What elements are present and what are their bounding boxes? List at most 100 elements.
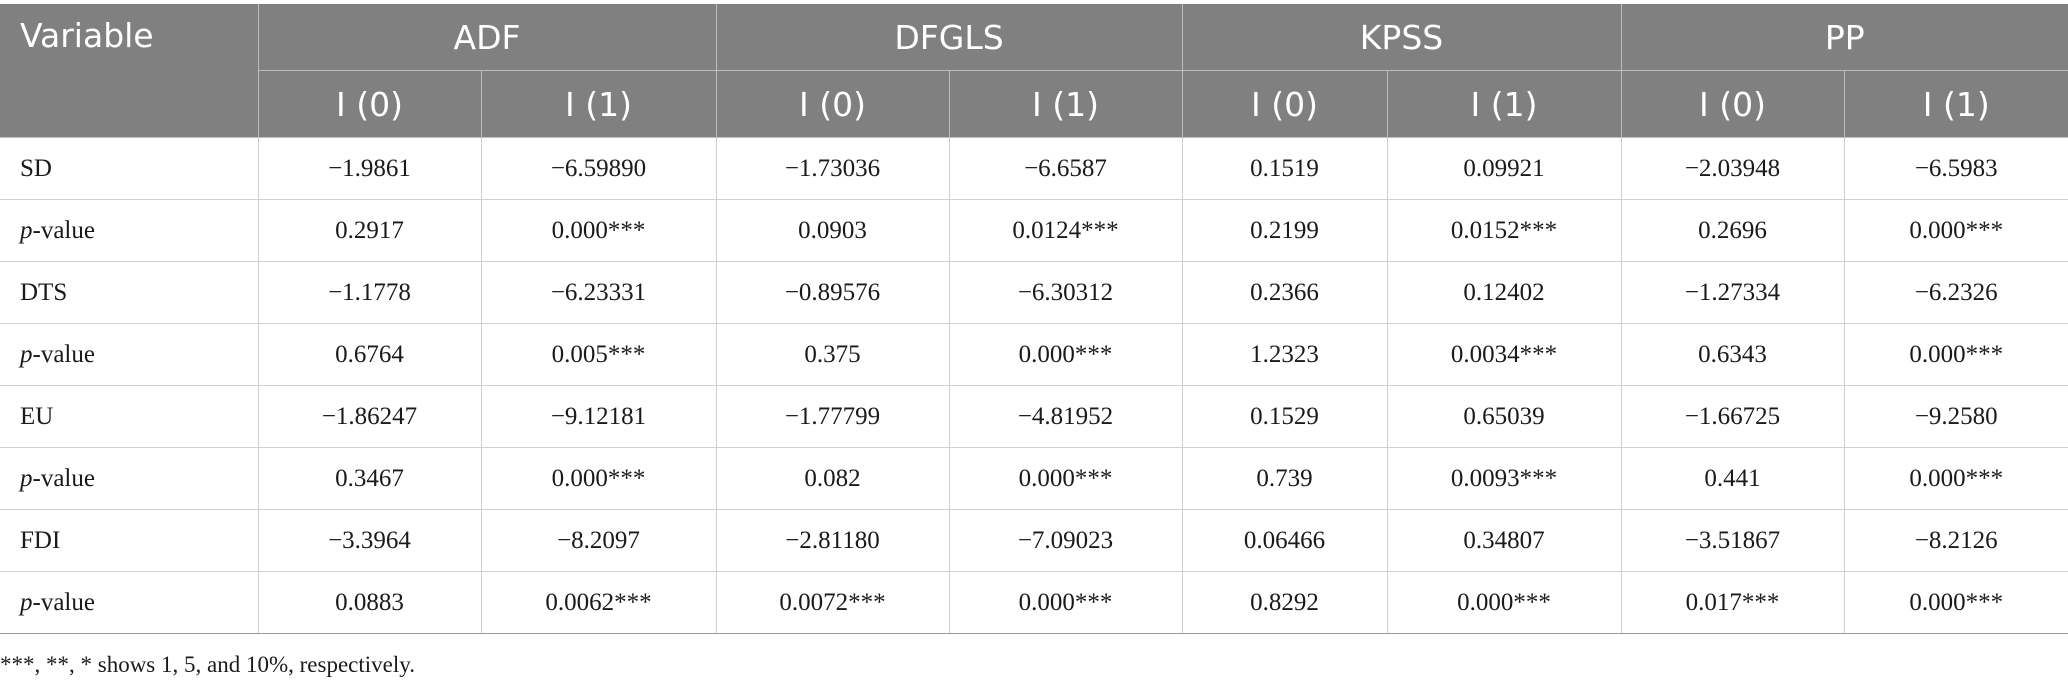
table-cell: −6.23331 <box>481 261 717 324</box>
table-cell: −8.2097 <box>481 509 717 572</box>
table-cell: −1.73036 <box>716 137 950 200</box>
table-cell: −3.3964 <box>258 509 482 572</box>
table-cell: 0.6764 <box>258 323 482 386</box>
sub-header-adf-i1: I (1) <box>481 70 717 138</box>
table-cell: −8.2126 <box>1844 509 2068 572</box>
table-cell: −2.03948 <box>1621 137 1845 200</box>
table-body: SD −1.9861 −6.59890 −1.73036 −6.6587 0.1… <box>0 137 2068 634</box>
table-cell: 0.2199 <box>1182 199 1388 262</box>
row-label: DTS <box>0 261 259 324</box>
table-cell: −1.27334 <box>1621 261 1845 324</box>
table-cell: 0.0883 <box>258 571 482 634</box>
table-cell: 0.005*** <box>481 323 717 386</box>
table-cell: −6.59890 <box>481 137 717 200</box>
sub-header-adf-i0: I (0) <box>258 70 482 138</box>
table-cell: 0.34807 <box>1387 509 1622 572</box>
table-cell: −2.81180 <box>716 509 950 572</box>
table-cell: −6.5983 <box>1844 137 2068 200</box>
table-cell: 0.0152*** <box>1387 199 1622 262</box>
table-cell: 0.12402 <box>1387 261 1622 324</box>
header-row-groups: Variable ADF DFGLS KPSS PP <box>0 4 2068 138</box>
table-cell: −1.66725 <box>1621 385 1845 448</box>
row-label: p-value <box>0 447 259 510</box>
table-cell: −3.51867 <box>1621 509 1845 572</box>
table-cell: 0.0034*** <box>1387 323 1622 386</box>
table-cell: −9.12181 <box>481 385 717 448</box>
table-footnote: ***, **, * shows 1, 5, and 10%, respecti… <box>0 652 415 677</box>
table-cell: 0.65039 <box>1387 385 1622 448</box>
table-cell: 0.3467 <box>258 447 482 510</box>
row-label: p-value <box>0 323 259 386</box>
table-cell: −9.2580 <box>1844 385 2068 448</box>
p-symbol: p <box>20 588 33 616</box>
table-cell: 0.0062*** <box>481 571 717 634</box>
table-cell: −0.89576 <box>716 261 950 324</box>
table-row-eu: EU −1.86247 −9.12181 −1.77799 −4.81952 0… <box>0 385 2068 448</box>
stationarity-test-table: Variable ADF DFGLS KPSS PP I (0) I (1) I… <box>0 4 2068 634</box>
sub-header-dfgls-i0: I (0) <box>716 70 950 138</box>
table-cell: 0.6343 <box>1621 323 1845 386</box>
table-cell: 0.06466 <box>1182 509 1388 572</box>
group-header-adf: ADF <box>258 4 717 71</box>
p-symbol: p <box>20 340 33 368</box>
table-header: Variable ADF DFGLS KPSS PP I (0) I (1) I… <box>0 4 2068 138</box>
table-cell: −1.86247 <box>258 385 482 448</box>
table-cell: −6.2326 <box>1844 261 2068 324</box>
p-symbol: p <box>20 216 33 244</box>
table-row-fdi-pvalue: p-value 0.0883 0.0062*** 0.0072*** 0.000… <box>0 571 2068 634</box>
value-suffix: -value <box>32 216 95 244</box>
stationarity-test-table-container: Variable ADF DFGLS KPSS PP I (0) I (1) I… <box>0 4 2068 634</box>
table-cell: 0.000*** <box>1844 199 2068 262</box>
table-cell: 0.000*** <box>949 323 1183 386</box>
table-cell: 0.000*** <box>1387 571 1622 634</box>
value-suffix: -value <box>32 340 95 368</box>
row-label: SD <box>0 137 259 200</box>
row-label: p-value <box>0 571 259 634</box>
table-cell: 0.000*** <box>481 447 717 510</box>
table-cell: 0.017*** <box>1621 571 1845 634</box>
value-suffix: -value <box>32 464 95 492</box>
table-cell: −1.1778 <box>258 261 482 324</box>
table-row-fdi: FDI −3.3964 −8.2097 −2.81180 −7.09023 0.… <box>0 509 2068 572</box>
table-cell: 0.000*** <box>1844 323 2068 386</box>
table-cell: 0.441 <box>1621 447 1845 510</box>
table-cell: −1.77799 <box>716 385 950 448</box>
sub-header-pp-i1: I (1) <box>1844 70 2068 138</box>
table-cell: 0.2696 <box>1621 199 1845 262</box>
table-cell: 0.0124*** <box>949 199 1183 262</box>
table-cell: 0.000*** <box>481 199 717 262</box>
table-cell: 0.0903 <box>716 199 950 262</box>
group-header-kpss: KPSS <box>1182 4 1622 71</box>
table-row-eu-pvalue: p-value 0.3467 0.000*** 0.082 0.000*** 0… <box>0 447 2068 510</box>
table-cell: 1.2323 <box>1182 323 1388 386</box>
table-cell: 0.1529 <box>1182 385 1388 448</box>
table-cell: 0.09921 <box>1387 137 1622 200</box>
table-cell: 0.000*** <box>949 571 1183 634</box>
sub-header-kpss-i0: I (0) <box>1182 70 1388 138</box>
table-row-sd: SD −1.9861 −6.59890 −1.73036 −6.6587 0.1… <box>0 137 2068 200</box>
group-header-dfgls: DFGLS <box>716 4 1183 71</box>
row-label: EU <box>0 385 259 448</box>
table-cell: −1.9861 <box>258 137 482 200</box>
sub-header-kpss-i1: I (1) <box>1387 70 1622 138</box>
table-row-dts-pvalue: p-value 0.6764 0.005*** 0.375 0.000*** 1… <box>0 323 2068 386</box>
table-cell: −6.6587 <box>949 137 1183 200</box>
table-cell: 0.000*** <box>949 447 1183 510</box>
table-cell: 0.739 <box>1182 447 1388 510</box>
table-cell: 0.0072*** <box>716 571 950 634</box>
table-cell: 0.0093*** <box>1387 447 1622 510</box>
sub-header-pp-i0: I (0) <box>1621 70 1845 138</box>
row-label: FDI <box>0 509 259 572</box>
table-row-dts: DTS −1.1778 −6.23331 −0.89576 −6.30312 0… <box>0 261 2068 324</box>
table-cell: −6.30312 <box>949 261 1183 324</box>
row-label: p-value <box>0 199 259 262</box>
table-cell: 0.000*** <box>1844 571 2068 634</box>
table-cell: 0.8292 <box>1182 571 1388 634</box>
table-cell: 0.000*** <box>1844 447 2068 510</box>
sub-header-dfgls-i1: I (1) <box>949 70 1183 138</box>
table-cell: 0.375 <box>716 323 950 386</box>
table-cell: −7.09023 <box>949 509 1183 572</box>
table-cell: 0.2917 <box>258 199 482 262</box>
table-cell: 0.1519 <box>1182 137 1388 200</box>
table-cell: 0.082 <box>716 447 950 510</box>
